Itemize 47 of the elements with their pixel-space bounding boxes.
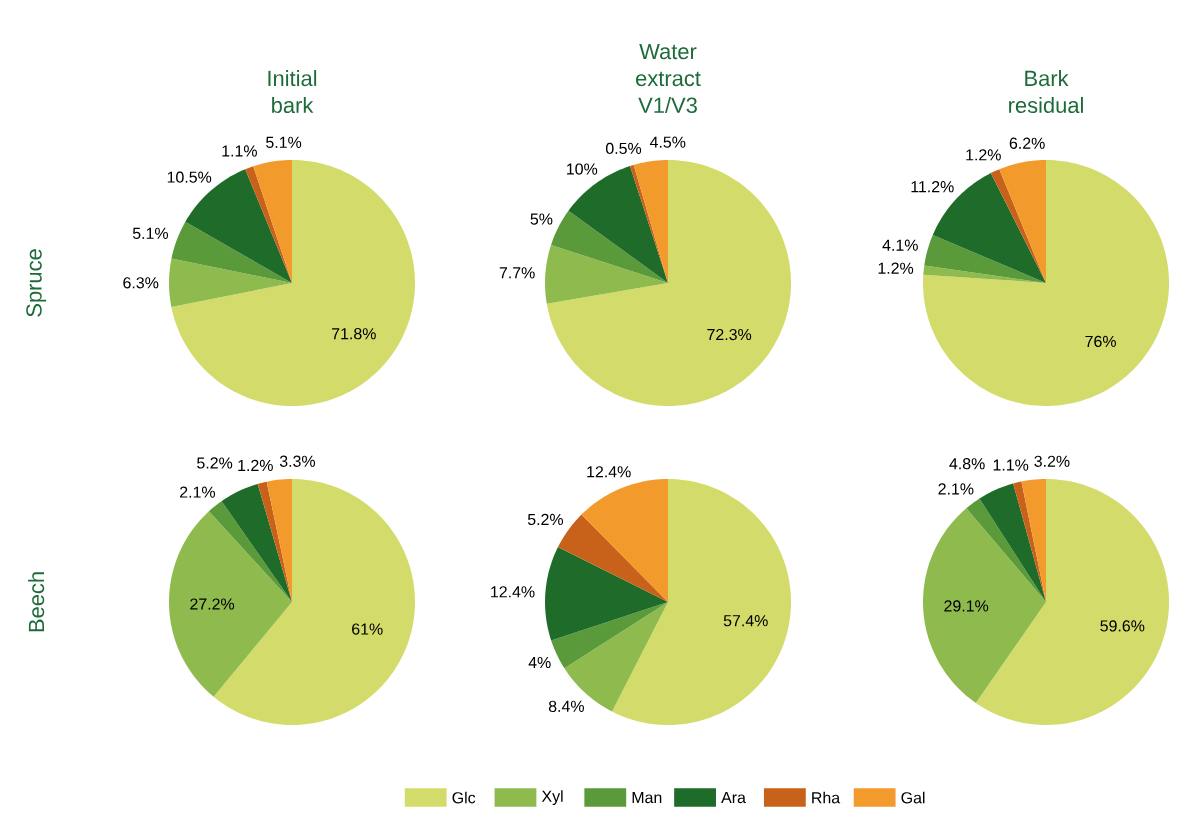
data-label: 1.2% xyxy=(238,459,273,471)
data-label: 11.2% xyxy=(911,181,954,193)
text: Spruce xyxy=(26,249,47,317)
data-label: 5.1% xyxy=(266,136,302,148)
data-label: 4.8% xyxy=(949,458,985,470)
chart-title: Initial bark xyxy=(268,70,317,114)
data-label: 5.2% xyxy=(197,457,233,469)
data-label: 29.1% xyxy=(944,600,989,612)
data-label: 3.2% xyxy=(1034,455,1070,467)
legend-label: Ara xyxy=(721,792,746,804)
data-label: 4.1% xyxy=(882,239,918,251)
chart-title: Water extract V1/V3 xyxy=(636,43,701,114)
data-label: 8.4% xyxy=(548,700,584,712)
data-label: 6.3% xyxy=(123,277,159,289)
text: Beech xyxy=(28,572,45,632)
data-label: 57.4% xyxy=(723,615,768,627)
data-label: 3.3% xyxy=(279,455,316,467)
data-label: 76% xyxy=(1085,335,1116,348)
chart-title: Bark residual xyxy=(1009,70,1083,114)
data-label: 72.3% xyxy=(707,328,752,341)
data-label: 1.1% xyxy=(222,145,257,157)
data-label: 5.2% xyxy=(527,513,564,526)
data-label: 4.5% xyxy=(649,136,686,148)
data-label: 12.4% xyxy=(491,586,535,598)
legend-label: Man xyxy=(632,792,662,804)
data-label: 12.4% xyxy=(587,466,631,478)
data-label: 61% xyxy=(352,623,383,635)
data-label: 6.2% xyxy=(1009,137,1045,149)
data-label: 59.6% xyxy=(1100,620,1145,632)
legend-label: Gal xyxy=(901,791,925,804)
data-label: 71.8% xyxy=(332,328,376,340)
data-label: 10% xyxy=(567,163,598,175)
data-label: 5% xyxy=(530,213,553,225)
data-label: 7.7% xyxy=(499,267,535,279)
data-label: 4% xyxy=(528,656,551,669)
data-label: 5.1% xyxy=(132,227,169,239)
data-label: 1.1% xyxy=(993,459,1029,471)
legend-label: Xyl xyxy=(541,790,563,806)
legend-label: Glc xyxy=(452,791,476,804)
data-label: 1.2% xyxy=(878,262,914,274)
data-label: 0.5% xyxy=(605,142,642,155)
data-label: 2.1% xyxy=(180,486,216,498)
legend-label: Rha xyxy=(812,791,841,804)
data-label: 27.2% xyxy=(190,598,235,610)
data-label: 2.1% xyxy=(938,483,974,495)
data-label: 10.5% xyxy=(167,171,212,183)
data-label: 1.2% xyxy=(966,149,1001,161)
